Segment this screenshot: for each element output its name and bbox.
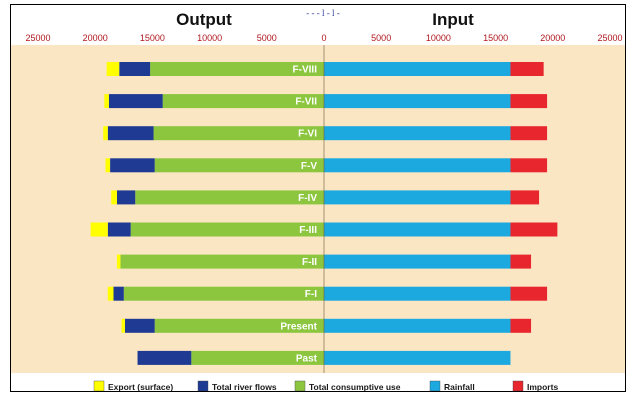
x-tick-label: 15000 bbox=[483, 33, 508, 43]
bar-total-river-flows bbox=[107, 126, 154, 141]
bar-total-river-flows bbox=[116, 190, 136, 205]
x-axis-ticks: 25000 20000 15000 10000 5000 0 5000 10000 15000 2… bbox=[25, 33, 622, 43]
stray-top-text: - - - l - l - bbox=[306, 8, 340, 18]
butterfly-bar-chart: Output Input - - - l - l - 25000 20000 150… bbox=[11, 8, 625, 391]
x-tick-label: 20000 bbox=[83, 33, 108, 43]
x-tick-label: 0 bbox=[321, 33, 326, 43]
bar-total-consumptive-use bbox=[162, 94, 324, 109]
bar-total-river-flows bbox=[108, 94, 163, 109]
legend-label: Rainfall bbox=[444, 382, 475, 391]
bar-imports bbox=[510, 62, 544, 76]
bar-total-river-flows bbox=[119, 62, 151, 76]
bar-total-consumptive-use bbox=[191, 350, 324, 365]
bar-imports bbox=[510, 94, 548, 109]
x-tick-label: 5000 bbox=[371, 33, 391, 43]
category-label: Present bbox=[280, 321, 317, 332]
legend-label: Imports bbox=[527, 382, 558, 391]
legend-label: Export (surface) bbox=[108, 382, 173, 391]
bar-total-river-flows bbox=[110, 158, 155, 173]
category-label: F-I bbox=[305, 289, 317, 300]
bar-imports bbox=[510, 286, 548, 301]
bar-rainfall bbox=[324, 62, 511, 76]
legend-label: Total river flows bbox=[212, 382, 277, 391]
category-labels: F-VIII F-VII F-VI F-V F-IV F-III F-II F-I Presen… bbox=[280, 65, 317, 365]
category-label: F-IV bbox=[298, 193, 317, 204]
bar-total-consumptive-use bbox=[150, 62, 324, 76]
legend-label: Total consumptive use bbox=[309, 382, 401, 391]
bar-imports bbox=[510, 318, 532, 333]
bars-group bbox=[90, 62, 558, 365]
category-label: F-II bbox=[302, 257, 317, 268]
bar-rainfall bbox=[324, 222, 511, 237]
bar-imports bbox=[510, 126, 548, 141]
bar-export-surface bbox=[105, 158, 111, 173]
category-label: F-VII bbox=[295, 97, 317, 108]
bar-total-consumptive-use bbox=[120, 254, 324, 269]
bar-rainfall bbox=[324, 94, 511, 109]
bar-total-consumptive-use bbox=[153, 126, 324, 141]
bar-rainfall bbox=[324, 158, 511, 173]
bar-export-surface bbox=[107, 286, 114, 301]
bar-total-consumptive-use bbox=[130, 222, 324, 237]
bar-imports bbox=[510, 222, 558, 237]
input-panel-title: Input bbox=[432, 10, 474, 29]
category-label: F-V bbox=[301, 161, 317, 172]
bar-export-surface bbox=[106, 62, 120, 76]
legend: Export (surface) Total river flows Total c… bbox=[93, 380, 558, 391]
bar-rainfall bbox=[324, 318, 511, 333]
x-tick-label: 5000 bbox=[257, 33, 277, 43]
output-panel-title: Output bbox=[176, 10, 232, 29]
bar-total-consumptive-use bbox=[154, 318, 324, 333]
bar-export-surface bbox=[90, 222, 108, 237]
x-tick-label: 10000 bbox=[426, 33, 451, 43]
x-tick-label: 15000 bbox=[140, 33, 165, 43]
bar-export-surface bbox=[116, 254, 121, 269]
bar-total-river-flows bbox=[107, 222, 131, 237]
x-tick-label: 20000 bbox=[540, 33, 565, 43]
bar-imports bbox=[510, 254, 532, 269]
chart-frame: Output Input - - - l - l - 25000 20000 150… bbox=[10, 4, 626, 392]
bar-total-river-flows bbox=[137, 350, 192, 365]
bar-imports bbox=[510, 190, 540, 205]
bar-export-surface bbox=[103, 126, 108, 141]
x-tick-label: 25000 bbox=[25, 33, 50, 43]
bar-rainfall bbox=[324, 190, 511, 205]
legend-swatch bbox=[197, 380, 209, 391]
bar-export-surface bbox=[104, 94, 109, 109]
legend-swatch bbox=[512, 380, 524, 391]
bar-total-consumptive-use bbox=[123, 286, 324, 301]
bar-total-consumptive-use bbox=[154, 158, 324, 173]
bar-export-surface bbox=[121, 318, 125, 333]
bar-total-consumptive-use bbox=[135, 190, 324, 205]
category-label: F-VIII bbox=[293, 65, 318, 76]
legend-swatch bbox=[429, 380, 441, 391]
bar-imports bbox=[510, 158, 548, 173]
x-tick-label: 25000 bbox=[597, 33, 622, 43]
x-tick-label: 10000 bbox=[197, 33, 222, 43]
bar-rainfall bbox=[324, 126, 511, 141]
bar-rainfall bbox=[324, 254, 511, 269]
category-label: F-VI bbox=[298, 129, 317, 140]
bar-rainfall bbox=[324, 286, 511, 301]
bar-total-river-flows bbox=[113, 286, 124, 301]
bar-export-surface bbox=[111, 190, 117, 205]
legend-swatch bbox=[294, 380, 306, 391]
category-label: F-III bbox=[299, 225, 317, 236]
bar-rainfall bbox=[324, 350, 511, 365]
bar-total-river-flows bbox=[124, 318, 155, 333]
category-label: Past bbox=[296, 353, 318, 364]
legend-swatch bbox=[93, 380, 105, 391]
